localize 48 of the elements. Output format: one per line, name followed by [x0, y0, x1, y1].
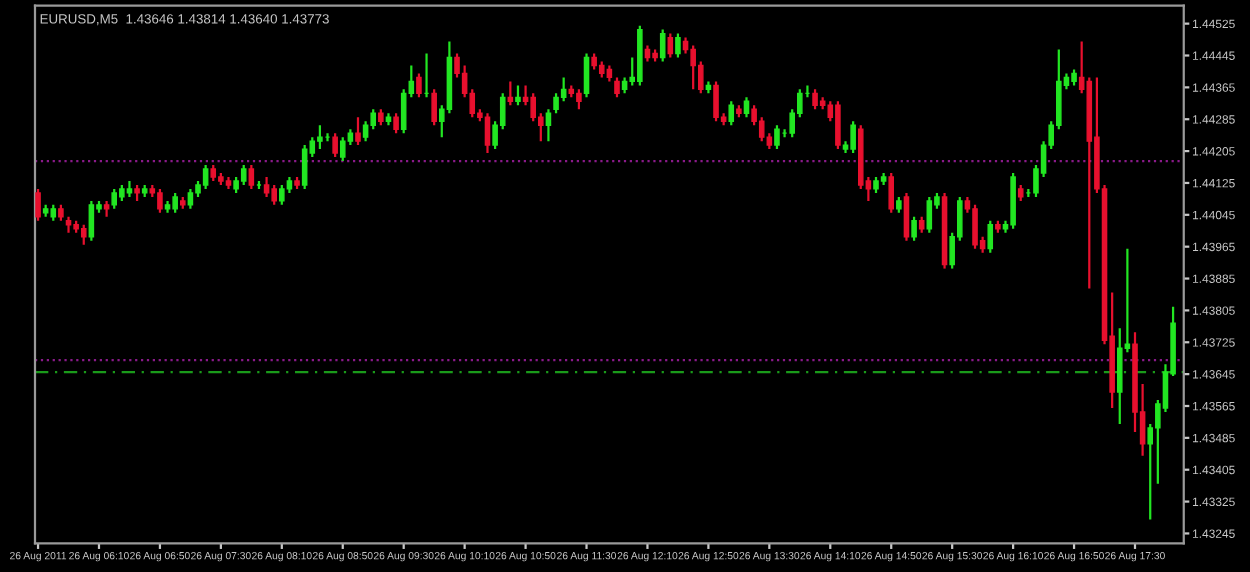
candlestick [743, 96, 750, 119]
candlestick [172, 191, 178, 214]
candlestick [263, 175, 270, 199]
candlestick [111, 187, 118, 210]
candlestick [301, 144, 308, 191]
candlestick [202, 163, 209, 191]
candlestick [850, 120, 856, 155]
candlestick [972, 203, 978, 250]
candlestick [576, 88, 582, 111]
candlestick [515, 84, 521, 107]
candlestick [400, 88, 407, 135]
candlestick [279, 183, 285, 206]
candlestick [332, 132, 338, 159]
candlestick [339, 136, 346, 163]
candlestick [80, 223, 87, 246]
candlestick [774, 124, 780, 151]
candlestick [812, 88, 818, 111]
candlestick [1010, 171, 1016, 230]
candlestick [903, 191, 910, 242]
candlestick [728, 100, 735, 127]
candlestick [248, 163, 255, 191]
candlestick [187, 187, 194, 210]
candlestick [675, 32, 681, 59]
candlestick [987, 219, 994, 254]
candlestick [157, 187, 163, 214]
candlestick [690, 44, 696, 91]
candlestick [88, 199, 95, 242]
candlestick [758, 116, 765, 143]
candlestick [362, 120, 369, 143]
candlestick [240, 163, 247, 187]
candlestick [35, 187, 41, 222]
candlestick [271, 183, 277, 206]
candlestick [835, 100, 841, 151]
candlestick [888, 171, 895, 214]
candlestick [560, 76, 567, 103]
candlestick [926, 195, 933, 234]
candlestick [416, 72, 422, 99]
candlestick [355, 116, 361, 147]
candlestick [530, 92, 536, 123]
candlestick [713, 80, 719, 123]
candlestick [911, 215, 917, 242]
candlestick [614, 76, 620, 99]
candlestick [484, 112, 491, 155]
candlestick [431, 88, 437, 127]
candlestick [583, 52, 590, 99]
candlestick [659, 28, 666, 63]
candlestick [393, 112, 399, 135]
candlestick [317, 124, 323, 151]
